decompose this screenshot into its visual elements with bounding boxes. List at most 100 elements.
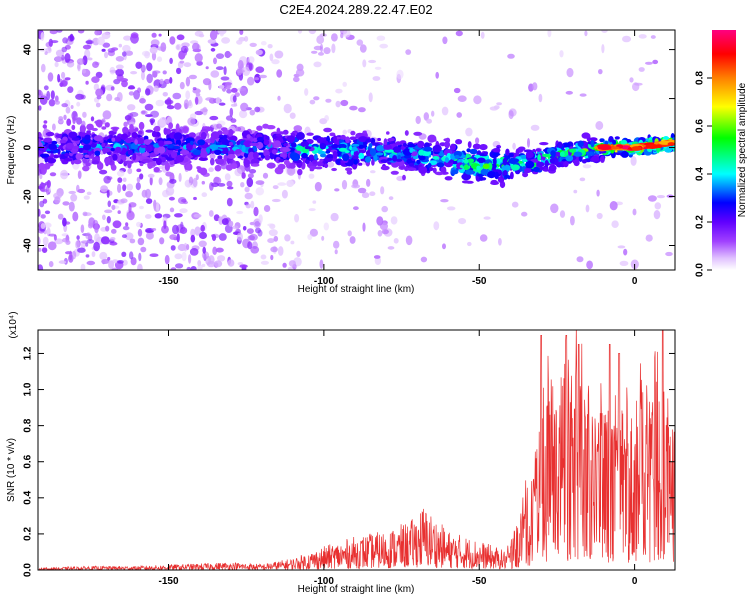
spectrogram-cell [395, 141, 402, 146]
spectrogram-cell [433, 221, 440, 231]
spectrogram-cell [408, 162, 415, 167]
spectrogram-cell [380, 159, 388, 163]
spectrogram-cell [665, 251, 673, 257]
spectrogram-cell [208, 255, 215, 265]
spectrogram-cell [388, 137, 395, 142]
spectrogram-cell [318, 52, 324, 56]
spectrogram-cell [246, 134, 251, 139]
spectrogram-cell [330, 212, 339, 222]
spectrogram-cell [255, 49, 263, 56]
spectrogram-cell [71, 137, 80, 141]
spectrogram-cell [370, 170, 376, 174]
y-tick-label: 1.2 [23, 346, 34, 360]
spectrogram-cell [333, 135, 337, 143]
spectrogram-cell [66, 118, 72, 126]
spectrogram-cell [185, 90, 191, 100]
spectrogram-cell [596, 189, 600, 197]
spectrogram-cell [313, 153, 318, 160]
spectrogram-cell [72, 211, 79, 222]
spectrogram-cell [376, 145, 385, 152]
spectrogram-cell [247, 235, 255, 241]
spectrogram-cell [654, 202, 662, 210]
spectrogram-cell [111, 47, 119, 51]
spectrogram-cell [590, 139, 595, 148]
spectrogram-cell [129, 251, 134, 260]
spectrogram-cell [188, 132, 196, 138]
spectrogram-cell [169, 234, 177, 240]
spectrogram-cell [388, 196, 394, 201]
spectrogram-cell [315, 166, 323, 170]
spectrogram-cell [323, 127, 332, 133]
spectrogram-cell [137, 237, 145, 246]
spectrogram-cell [435, 71, 440, 79]
spectrogram-cell [390, 170, 399, 175]
spectrogram-cell [517, 146, 526, 151]
spectrogram-cell [42, 236, 49, 246]
spectrogram-cell [368, 143, 373, 148]
spectrogram-cell [92, 61, 99, 68]
spectrogram-cell [248, 62, 253, 71]
spectrogram-cell [337, 143, 347, 149]
spectrogram-cell [487, 171, 496, 179]
spectrogram-cell [59, 139, 67, 144]
spectrogram-cell [145, 231, 154, 240]
spectrogram-cell [210, 70, 220, 78]
spectrogram-cell [80, 241, 86, 249]
spectrogram-cell [236, 140, 241, 146]
spectrogram-cell [273, 235, 279, 242]
spectrogram-y-ticks: -40 -20 0 20 40 [23, 44, 675, 253]
spectrogram-cell [121, 234, 128, 239]
spectrogram-cell [183, 242, 188, 252]
spectrogram-cell [255, 187, 265, 196]
spectrogram-cell [611, 220, 619, 228]
spectrogram-cell [490, 179, 498, 185]
spectrogram-cell [140, 64, 146, 73]
spectrogram-cell [187, 117, 196, 126]
spectrogram-cell [393, 238, 399, 244]
snr-y-exponent: (x10⁴) [8, 311, 19, 338]
spectrogram-cell [295, 68, 305, 77]
snr-y-ticks: 0.0 0.2 0.4 0.6 0.8 1.0 1.2 [23, 346, 675, 577]
spectrogram-cell [418, 149, 425, 156]
colorbar-tick-label: 0.6 [695, 119, 706, 133]
spectrogram-cell [350, 130, 356, 136]
spectrogram-cell [521, 211, 528, 217]
spectrogram-cell [341, 179, 348, 190]
spectrogram-cell [293, 76, 300, 83]
spectrogram-cell [62, 201, 70, 206]
spectrogram-cell [163, 140, 173, 145]
spectrogram-cell [230, 163, 238, 169]
spectrogram-cell [227, 259, 235, 267]
spectrogram-cell [283, 143, 288, 147]
spectrogram-cell [487, 162, 493, 170]
spectrogram-cell [622, 35, 631, 43]
spectrogram-cell [190, 266, 197, 270]
spectrogram-cell [162, 70, 167, 75]
spectrogram-cell [159, 78, 164, 85]
snr-x-axis-label: Height of straight line (km) [298, 584, 415, 595]
spectrogram-cell [591, 155, 600, 162]
spectrogram-cell [106, 216, 111, 224]
spectrogram-cell [121, 51, 127, 57]
spectrogram-cell [127, 104, 136, 111]
spectrogram-cell [218, 102, 226, 106]
spectrogram-cell [532, 82, 538, 91]
spectrogram-cell [95, 88, 104, 97]
y-tick-label: 0 [23, 144, 34, 150]
spectrogram-cell [245, 203, 251, 209]
spectrogram-cell [122, 126, 129, 133]
spectrogram-cell [130, 257, 137, 266]
spectrogram-cell [313, 96, 320, 101]
spectrogram-cell [240, 102, 249, 112]
y-tick-label: 20 [23, 93, 34, 105]
spectrogram-cell [522, 172, 529, 178]
spectrogram-cell [208, 80, 212, 91]
spectrogram-cell [139, 162, 144, 167]
spectrogram-cell [281, 189, 288, 199]
spectrogram-cell [65, 142, 74, 149]
spectrogram-cell [217, 183, 226, 187]
spectrogram-cell [319, 33, 327, 37]
spectrogram-cell [99, 251, 108, 261]
spectrogram-x-axis-label: Height of straight line (km) [298, 284, 415, 295]
spectrogram-cell [247, 241, 253, 250]
